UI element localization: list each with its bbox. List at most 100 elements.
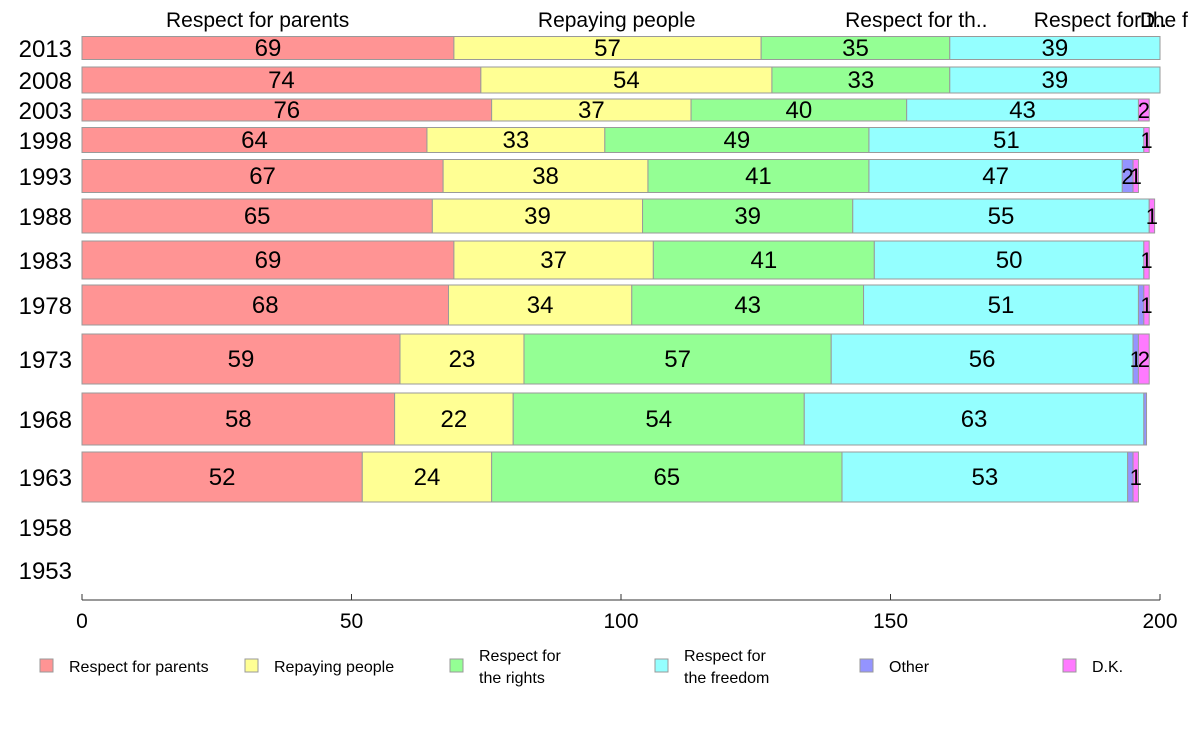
bar-segment (1137, 333, 1150, 385)
bar-segment (949, 66, 1161, 94)
bar-label: 51 (993, 127, 1020, 154)
legend-swatch (244, 658, 259, 673)
bar-label: 65 (653, 464, 680, 491)
bar-label: 22 (441, 406, 468, 433)
bar-label: 39 (1042, 35, 1069, 62)
bar-segment (868, 159, 1123, 193)
legend-label: Respect for parents (69, 659, 209, 676)
bar-segment (1143, 127, 1150, 153)
bar-label: 1 (1130, 465, 1142, 490)
bar-segment (1148, 198, 1156, 234)
bar-label: 76 (273, 97, 300, 124)
bar-segment (491, 451, 843, 503)
bar-segment (841, 451, 1129, 503)
bar-label: 54 (613, 67, 640, 94)
bar-segment (426, 127, 606, 153)
bar-label: 67 (249, 163, 276, 190)
bar-segment (1137, 98, 1150, 122)
y-tick-label: 2003 (19, 98, 72, 125)
bar-label: 34 (527, 292, 554, 319)
bar-label: 65 (244, 203, 271, 230)
bar-segment (448, 284, 633, 326)
bar-segment (453, 240, 654, 280)
x-tick-label: 0 (76, 610, 88, 633)
bar-label: 23 (449, 346, 476, 373)
bar-label: 69 (255, 35, 282, 62)
x-tick-label: 100 (603, 610, 638, 633)
y-tick-label: 1983 (19, 248, 72, 275)
y-tick-label: 1968 (19, 407, 72, 434)
bar-segment (81, 159, 444, 193)
bar-label: 33 (503, 127, 530, 154)
y-tick-label: 1998 (19, 128, 72, 155)
x-axis: 0 50 100 150 200 (76, 594, 1178, 633)
bar-segment (81, 240, 455, 280)
bar-segment (771, 66, 951, 94)
legend-label: Other (889, 659, 930, 676)
bar-label: 51 (988, 292, 1015, 319)
bar-segment (1132, 451, 1139, 503)
bar-label: 55 (988, 203, 1015, 230)
bar-label: 35 (842, 35, 869, 62)
bar-segment (652, 240, 875, 280)
bar-label: 40 (786, 97, 813, 124)
bar-label: 2 (1122, 164, 1134, 189)
bar-label: 37 (540, 247, 567, 274)
bar-label: 74 (268, 67, 295, 94)
bar-segment (81, 66, 482, 94)
bar-segment (1132, 159, 1139, 193)
legend: Respect for parents Repaying people Respec… (39, 648, 1123, 687)
bar-label: 2 (1138, 98, 1150, 123)
bar-label: 1 (1140, 128, 1152, 153)
bar-segment (604, 127, 870, 153)
top-labels: Respect for parents Repaying people Respec… (166, 9, 1188, 32)
bar-label: 58 (225, 406, 252, 433)
bar-label: 43 (734, 292, 761, 319)
x-tick-label: 50 (340, 610, 363, 633)
legend-label: Respect for (479, 648, 561, 665)
top-label: D.. (1140, 9, 1167, 32)
bar-label: 49 (724, 127, 751, 154)
bar-segment (399, 333, 525, 385)
x-tick-label: 150 (873, 610, 908, 633)
y-tick-label: 1993 (19, 164, 72, 191)
legend-swatch (449, 658, 464, 673)
bar-label: 37 (578, 97, 605, 124)
bar-label: 52 (209, 464, 236, 491)
y-tick-label: 2008 (19, 68, 72, 95)
bar-label: 47 (982, 163, 1009, 190)
x-tick-label: 200 (1142, 610, 1177, 633)
bar-label: 64 (241, 127, 268, 154)
y-axis: 2013 2008 2003 1998 1993 1988 1983 1978 1973 1968… (19, 36, 72, 585)
y-tick-label: 2013 (19, 36, 72, 63)
bar-label: 69 (255, 247, 282, 274)
bar-label: 56 (969, 346, 996, 373)
bar-label: 1 (1140, 293, 1152, 318)
bar-label: 57 (594, 35, 621, 62)
y-tick-label: 1978 (19, 293, 72, 320)
bar-label: 53 (971, 464, 998, 491)
bar-segment (1143, 240, 1150, 280)
legend-label: Respect for (684, 648, 766, 665)
y-tick-label: 1953 (19, 558, 72, 585)
bar-label: 39 (524, 203, 551, 230)
bar-segment (361, 451, 493, 503)
legend-swatch (859, 658, 874, 673)
top-label: Respect for parents (166, 9, 349, 32)
bar-segment (949, 36, 1161, 60)
top-label: Respect for the f.. (1034, 9, 1188, 32)
legend-swatch (654, 658, 669, 673)
bar-segment (512, 392, 805, 446)
bar-segment (442, 159, 649, 193)
y-tick-label: 1988 (19, 204, 72, 231)
bar-segment (81, 451, 363, 503)
bar-label: 39 (734, 203, 761, 230)
legend-swatch (1062, 658, 1077, 673)
bar-segment (647, 159, 870, 193)
bar-label: 1 (1130, 164, 1142, 189)
bar-label: 50 (996, 247, 1023, 274)
bar-segment (394, 392, 514, 446)
bar-segment (81, 392, 396, 446)
top-label: Respect for th.. (845, 9, 987, 32)
